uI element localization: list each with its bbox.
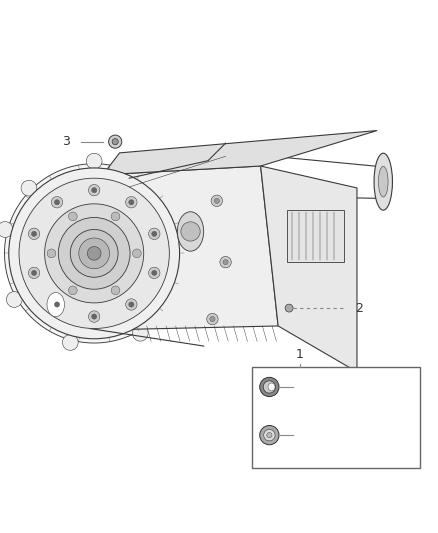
Bar bbox=[252, 367, 420, 468]
Polygon shape bbox=[261, 166, 357, 372]
Circle shape bbox=[51, 299, 63, 310]
Ellipse shape bbox=[268, 383, 275, 391]
Text: 3: 3 bbox=[62, 135, 70, 148]
Circle shape bbox=[21, 180, 37, 196]
Circle shape bbox=[126, 197, 137, 208]
Polygon shape bbox=[90, 166, 278, 330]
Circle shape bbox=[58, 217, 130, 289]
Text: 3: 3 bbox=[299, 381, 307, 393]
Circle shape bbox=[7, 292, 22, 308]
Circle shape bbox=[51, 197, 63, 208]
Circle shape bbox=[19, 178, 170, 328]
Circle shape bbox=[68, 212, 77, 221]
Circle shape bbox=[132, 249, 141, 258]
Ellipse shape bbox=[177, 212, 204, 251]
Circle shape bbox=[132, 325, 148, 341]
Circle shape bbox=[28, 267, 40, 279]
Circle shape bbox=[88, 311, 100, 322]
Circle shape bbox=[173, 277, 189, 293]
Circle shape bbox=[45, 204, 144, 303]
Circle shape bbox=[54, 302, 60, 307]
Circle shape bbox=[32, 231, 37, 237]
Circle shape bbox=[109, 135, 122, 148]
Polygon shape bbox=[4, 164, 184, 343]
Circle shape bbox=[111, 212, 120, 221]
Circle shape bbox=[129, 302, 134, 307]
Ellipse shape bbox=[378, 166, 388, 197]
Circle shape bbox=[181, 222, 200, 241]
Circle shape bbox=[207, 313, 218, 325]
Circle shape bbox=[88, 184, 100, 196]
Ellipse shape bbox=[374, 153, 392, 210]
Circle shape bbox=[92, 188, 97, 193]
Circle shape bbox=[111, 286, 120, 295]
Circle shape bbox=[260, 425, 279, 445]
Circle shape bbox=[148, 228, 160, 239]
Circle shape bbox=[260, 377, 279, 397]
Circle shape bbox=[285, 304, 293, 312]
Circle shape bbox=[9, 168, 180, 339]
Circle shape bbox=[263, 381, 276, 393]
Circle shape bbox=[214, 198, 219, 204]
Circle shape bbox=[267, 432, 272, 438]
Circle shape bbox=[86, 153, 102, 169]
Circle shape bbox=[126, 299, 137, 310]
Polygon shape bbox=[103, 131, 377, 175]
Circle shape bbox=[79, 238, 110, 269]
Circle shape bbox=[152, 180, 167, 196]
Circle shape bbox=[28, 228, 40, 239]
Text: 2: 2 bbox=[299, 429, 307, 442]
Text: 1: 1 bbox=[296, 348, 304, 361]
Bar bbox=[287, 210, 344, 262]
Circle shape bbox=[68, 286, 77, 295]
Circle shape bbox=[223, 260, 228, 265]
Text: 2: 2 bbox=[355, 302, 363, 314]
Circle shape bbox=[92, 314, 97, 319]
Circle shape bbox=[62, 335, 78, 350]
Ellipse shape bbox=[47, 293, 64, 317]
Circle shape bbox=[70, 229, 118, 277]
Circle shape bbox=[211, 195, 223, 206]
Circle shape bbox=[152, 231, 157, 237]
Circle shape bbox=[129, 199, 134, 205]
Circle shape bbox=[47, 249, 56, 258]
Circle shape bbox=[210, 317, 215, 322]
Circle shape bbox=[264, 430, 275, 441]
Circle shape bbox=[54, 199, 60, 205]
Circle shape bbox=[32, 270, 37, 276]
Circle shape bbox=[220, 256, 231, 268]
Circle shape bbox=[152, 270, 157, 276]
Circle shape bbox=[175, 222, 191, 237]
Circle shape bbox=[0, 222, 13, 237]
Circle shape bbox=[87, 247, 101, 260]
Circle shape bbox=[112, 139, 118, 145]
Circle shape bbox=[148, 267, 160, 279]
